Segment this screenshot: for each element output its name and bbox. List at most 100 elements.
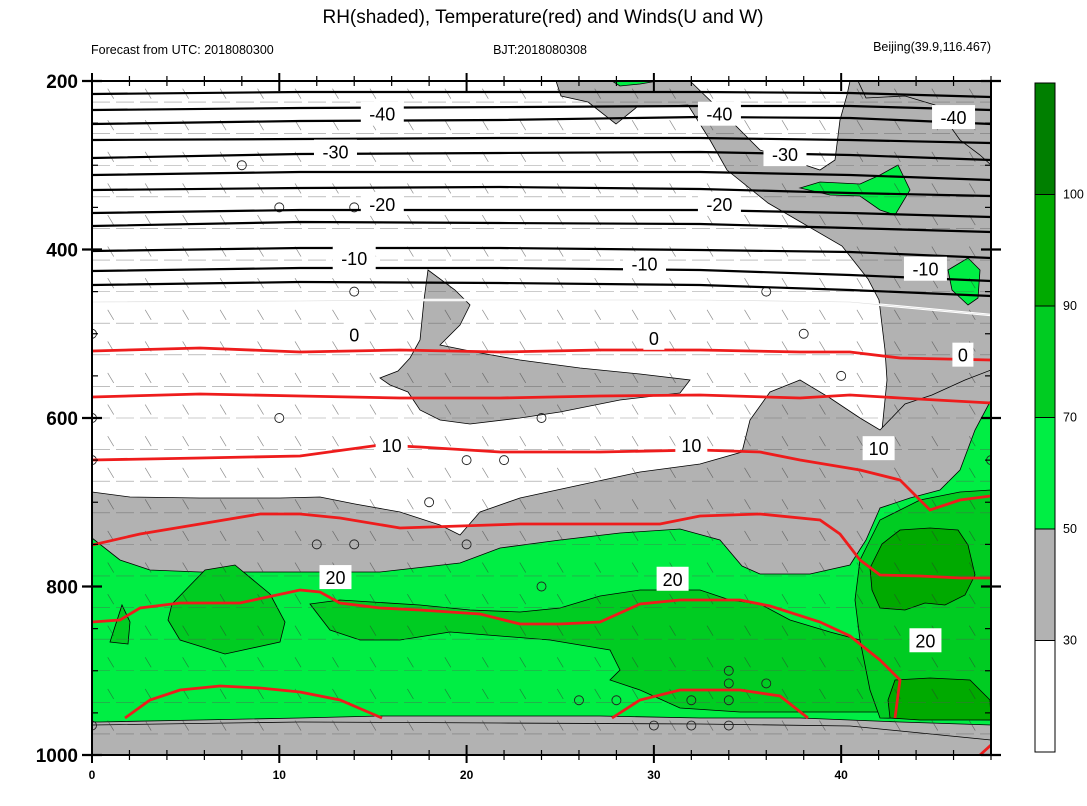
- wind-barb: [482, 657, 489, 668]
- wind-barb: [144, 214, 152, 226]
- wind-barb: [519, 341, 527, 352]
- wind-barb: [182, 404, 189, 415]
- wind-barb: [519, 120, 527, 131]
- wind-barb: [669, 278, 676, 289]
- wind-barb: [369, 625, 377, 636]
- wind-barb: [781, 688, 789, 700]
- wind-barb: [931, 435, 939, 447]
- wind-barb: [182, 467, 189, 478]
- wind-barb: [332, 404, 339, 415]
- isoline-zero-outline: [92, 299, 991, 316]
- wind-barb: [407, 720, 414, 731]
- wind-barb: [482, 720, 489, 731]
- wind-barb: [631, 530, 639, 542]
- wind-barb: [856, 341, 864, 352]
- contour-label-box: [656, 566, 689, 591]
- isoline-red-1: [92, 346, 991, 362]
- rh-grey-bottom-band: [92, 721, 991, 755]
- wind-barb: [482, 183, 489, 194]
- wind-barb: [257, 688, 264, 700]
- wind-barb: [144, 404, 152, 415]
- wind-barb: [294, 214, 302, 226]
- contour-label: -40: [369, 105, 395, 125]
- wind-barb: [669, 88, 676, 99]
- wind-barb: [894, 562, 901, 573]
- wind-barb: [444, 688, 452, 700]
- wind-barb: [519, 404, 527, 415]
- wind-barb: [931, 404, 939, 415]
- wind-barb: [669, 151, 676, 163]
- plot-area: -40 -40 -40 -30 -30 -20 -20 -10 -10 -10 0 0 0 10 10 10 2…: [92, 81, 991, 755]
- wind-barb: [931, 688, 939, 700]
- wind-barb: [894, 341, 901, 352]
- wind-barb: [631, 562, 639, 573]
- calm-circle: [461, 539, 472, 550]
- wind-barb: [594, 688, 601, 700]
- wind-barb: [332, 372, 339, 384]
- wind-barb: [968, 467, 976, 478]
- wind-barb: [294, 530, 302, 542]
- wind-barb: [631, 435, 639, 447]
- wind-barb: [407, 593, 414, 605]
- wind-barb: [931, 88, 939, 99]
- wind-barb: [968, 309, 976, 320]
- wind-barb: [594, 657, 601, 668]
- wind-barb: [294, 593, 302, 605]
- wind-barb: [519, 372, 527, 384]
- wind-barb: [519, 499, 527, 510]
- wind-barb: [332, 688, 339, 700]
- wind-barb: [819, 404, 826, 415]
- colorbar-label: 100: [1063, 188, 1084, 202]
- wind-barb: [819, 120, 826, 131]
- calm-circle: [686, 720, 697, 731]
- wind-barb: [482, 309, 489, 320]
- calm-circle: [499, 455, 509, 466]
- wind-barb: [894, 404, 901, 415]
- wind-barb: [182, 530, 189, 542]
- wind-barb: [669, 625, 676, 636]
- wind-barb: [894, 435, 901, 447]
- wind-barb: [407, 88, 414, 99]
- wind-barb: [819, 278, 826, 289]
- wind-barb: [931, 530, 939, 542]
- wind-barb: [107, 214, 115, 226]
- wind-barb: [107, 593, 115, 605]
- wind-barb: [144, 246, 152, 257]
- isoline-f: [92, 220, 991, 234]
- colorbar: 100 90 70 50 30: [1034, 82, 1084, 753]
- wind-barb: [631, 278, 639, 289]
- colorbar-label: 50: [1063, 522, 1077, 536]
- contour-label-box: [375, 432, 408, 457]
- wind-barb: [107, 309, 115, 320]
- wind-barb: [182, 562, 189, 573]
- wind-barb: [594, 404, 601, 415]
- wind-barb: [781, 404, 789, 415]
- wind-barb: [556, 720, 564, 731]
- wind-barb: [369, 88, 377, 99]
- wind-barb: [669, 435, 676, 447]
- wind-barb: [856, 593, 864, 605]
- wind-barb: [444, 593, 452, 605]
- wind-barb: [744, 372, 751, 384]
- isoline-m40: [92, 115, 991, 126]
- wind-barb: [744, 530, 751, 542]
- wind-barb: [519, 435, 527, 447]
- wind-barb: [968, 435, 976, 447]
- contour-label-box: [313, 139, 357, 164]
- wind-barb: [856, 278, 864, 289]
- wind-barb: [407, 120, 414, 131]
- colorbar-swatch: [1034, 528, 1056, 641]
- wind-barb: [107, 625, 115, 636]
- calm-circle: [723, 665, 734, 676]
- wind-barb: [856, 499, 864, 510]
- wind-barb: [144, 562, 152, 573]
- wind-barb: [294, 435, 302, 447]
- calm-circle: [92, 720, 97, 731]
- wind-barb: [107, 278, 115, 289]
- wind-barb: [257, 625, 264, 636]
- wind-barb: [631, 404, 639, 415]
- wind-barb: [257, 309, 264, 320]
- wind-barb: [856, 372, 864, 384]
- wind-barb: [369, 657, 377, 668]
- wind-barb: [706, 404, 714, 415]
